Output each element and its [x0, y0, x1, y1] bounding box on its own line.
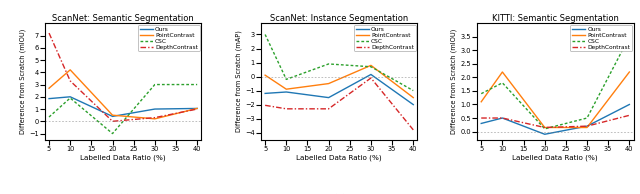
DepthContrast	[193, 108, 201, 110]
Line: DepthContrast: DepthContrast	[265, 78, 413, 130]
CSC	[324, 63, 332, 65]
Ours	[67, 96, 74, 98]
PointContrast	[583, 126, 591, 129]
Ours	[367, 73, 375, 76]
DepthContrast	[583, 125, 591, 127]
CSC	[151, 83, 159, 86]
DepthContrast	[410, 129, 417, 131]
DepthContrast	[109, 120, 116, 122]
Title: ScanNet: Instance Segmentation: ScanNet: Instance Segmentation	[270, 14, 408, 23]
PointContrast	[410, 96, 417, 99]
Text: (a): (a)	[116, 193, 130, 194]
Legend: Ours, PointContrast, CSC, DepthContrast: Ours, PointContrast, CSC, DepthContrast	[570, 25, 632, 51]
CSC	[367, 66, 375, 68]
PointContrast	[261, 74, 269, 76]
CSC	[282, 78, 290, 81]
Y-axis label: Difference from Scratch (mIOU): Difference from Scratch (mIOU)	[451, 29, 458, 134]
Ours	[193, 107, 201, 110]
Ours	[499, 117, 506, 119]
Line: Ours: Ours	[265, 74, 413, 105]
Line: DepthContrast: DepthContrast	[481, 115, 629, 127]
DepthContrast	[282, 108, 290, 110]
DepthContrast	[324, 108, 332, 110]
Line: Ours: Ours	[49, 97, 197, 116]
CSC	[109, 132, 116, 135]
CSC	[410, 89, 417, 92]
Text: (c): (c)	[548, 193, 562, 194]
Line: CSC: CSC	[265, 35, 413, 91]
DepthContrast	[499, 117, 506, 119]
PointContrast	[477, 101, 485, 103]
Line: PointContrast: PointContrast	[265, 65, 413, 98]
X-axis label: Labelled Data Ratio (%): Labelled Data Ratio (%)	[296, 155, 382, 161]
PointContrast	[193, 107, 201, 110]
PointContrast	[625, 71, 633, 73]
Line: Ours: Ours	[481, 105, 629, 134]
PointContrast	[282, 88, 290, 90]
Ours	[109, 115, 116, 118]
Ours	[477, 122, 485, 125]
Legend: Ours, PointContrast, CSC, DepthContrast: Ours, PointContrast, CSC, DepthContrast	[354, 25, 416, 51]
Ours	[541, 133, 548, 135]
Legend: Ours, PointContrast, CSC, DepthContrast: Ours, PointContrast, CSC, DepthContrast	[138, 25, 200, 51]
Ours	[583, 125, 591, 127]
Ours	[625, 103, 633, 106]
Ours	[151, 108, 159, 110]
CSC	[67, 97, 74, 99]
DepthContrast	[151, 116, 159, 119]
PointContrast	[499, 71, 506, 73]
CSC	[625, 36, 633, 38]
CSC	[193, 83, 201, 86]
CSC	[477, 93, 485, 95]
DepthContrast	[45, 32, 53, 34]
DepthContrast	[261, 104, 269, 107]
DepthContrast	[541, 126, 548, 129]
Line: CSC: CSC	[49, 85, 197, 133]
Text: (b): (b)	[332, 193, 346, 194]
PointContrast	[109, 114, 116, 116]
Title: ScanNet: Semantic Segmentation: ScanNet: Semantic Segmentation	[52, 14, 194, 23]
DepthContrast	[625, 114, 633, 116]
PointContrast	[67, 69, 74, 71]
PointContrast	[541, 126, 548, 129]
Ours	[261, 92, 269, 94]
Line: PointContrast: PointContrast	[481, 72, 629, 127]
X-axis label: Labelled Data Ratio (%): Labelled Data Ratio (%)	[80, 155, 166, 161]
PointContrast	[45, 87, 53, 89]
Title: KITTI: Semantic Segmentation: KITTI: Semantic Segmentation	[492, 14, 619, 23]
DepthContrast	[477, 117, 485, 119]
PointContrast	[367, 64, 375, 67]
Ours	[282, 91, 290, 93]
Ours	[324, 96, 332, 99]
Line: PointContrast: PointContrast	[49, 70, 197, 119]
CSC	[583, 117, 591, 119]
CSC	[499, 82, 506, 84]
PointContrast	[324, 82, 332, 85]
X-axis label: Labelled Data Ratio (%): Labelled Data Ratio (%)	[513, 155, 598, 161]
CSC	[541, 128, 548, 130]
Y-axis label: Difference from Scratch (mAP): Difference from Scratch (mAP)	[236, 30, 242, 133]
Y-axis label: Difference from Scratch (mIOU): Difference from Scratch (mIOU)	[20, 29, 26, 134]
Line: DepthContrast: DepthContrast	[49, 33, 197, 121]
Ours	[45, 97, 53, 100]
CSC	[261, 33, 269, 36]
DepthContrast	[67, 80, 74, 82]
CSC	[45, 116, 53, 118]
Line: CSC: CSC	[481, 37, 629, 129]
PointContrast	[151, 118, 159, 120]
Ours	[410, 103, 417, 106]
DepthContrast	[367, 77, 375, 79]
